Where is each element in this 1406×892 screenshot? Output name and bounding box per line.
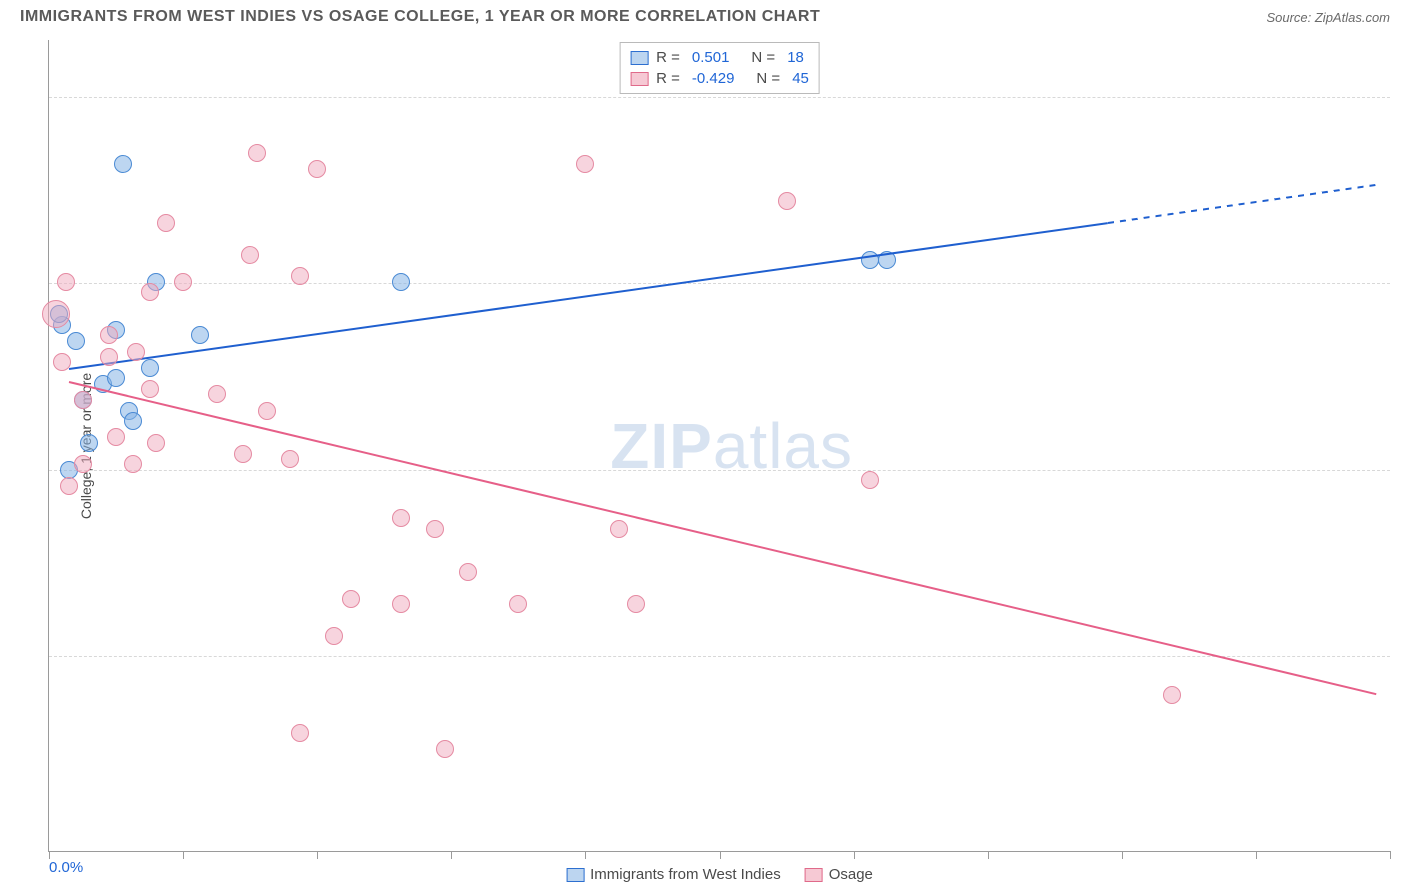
plot-area: 80.0%62.5%45.0%27.5%: [49, 40, 1390, 851]
legend-swatch: [805, 868, 823, 882]
x-axis-min-label: 0.0%: [49, 859, 83, 876]
data-point: [127, 343, 145, 361]
x-tick: [720, 851, 721, 859]
data-point: [147, 434, 165, 452]
trend-line: [69, 381, 1377, 695]
data-point: [576, 155, 594, 173]
r-value: 0.501: [692, 49, 730, 66]
data-point: [392, 273, 410, 291]
y-tick-label: 62.5%: [1400, 275, 1406, 292]
data-point: [124, 412, 142, 430]
x-tick: [1390, 851, 1391, 859]
legend-swatch: [630, 51, 648, 65]
y-tick-label: 80.0%: [1400, 88, 1406, 105]
data-point: [80, 434, 98, 452]
r-label: R =: [656, 70, 680, 87]
y-tick-label: 27.5%: [1400, 648, 1406, 665]
gridline: [49, 283, 1390, 284]
data-point: [100, 326, 118, 344]
gridline: [49, 656, 1390, 657]
data-point: [325, 627, 343, 645]
x-tick: [183, 851, 184, 859]
data-point: [67, 332, 85, 350]
data-point: [861, 471, 879, 489]
x-tick: [854, 851, 855, 859]
data-point: [141, 359, 159, 377]
gridline: [49, 470, 1390, 471]
n-label: N =: [751, 49, 775, 66]
data-point: [114, 155, 132, 173]
data-point: [141, 380, 159, 398]
data-point: [308, 160, 326, 178]
data-point: [1163, 686, 1181, 704]
data-point: [459, 563, 477, 581]
data-point: [74, 455, 92, 473]
data-point: [100, 348, 118, 366]
chart-container: ZIPatlas College, 1 year or more 80.0%62…: [48, 40, 1390, 852]
gridline: [49, 97, 1390, 98]
source-label: Source: ZipAtlas.com: [1266, 10, 1390, 25]
data-point: [57, 273, 75, 291]
data-point: [627, 595, 645, 613]
data-point: [174, 273, 192, 291]
n-value: 18: [787, 49, 804, 66]
x-tick: [988, 851, 989, 859]
data-point: [392, 509, 410, 527]
data-point: [60, 477, 78, 495]
legend-series-label: Immigrants from West Indies: [590, 866, 781, 883]
data-point: [248, 144, 266, 162]
r-label: R =: [656, 49, 680, 66]
legend-series-label: Osage: [829, 866, 873, 883]
legend-swatch: [566, 868, 584, 882]
data-point: [234, 445, 252, 463]
data-point: [191, 326, 209, 344]
chart-title: IMMIGRANTS FROM WEST INDIES VS OSAGE COL…: [20, 8, 820, 26]
data-point: [208, 385, 226, 403]
legend-series: Immigrants from West Indies Osage: [566, 866, 873, 883]
x-tick: [317, 851, 318, 859]
data-point: [610, 520, 628, 538]
data-point: [53, 353, 71, 371]
data-point: [42, 300, 70, 328]
data-point: [392, 595, 410, 613]
data-point: [509, 595, 527, 613]
data-point: [124, 455, 142, 473]
x-tick: [1122, 851, 1123, 859]
n-label: N =: [756, 70, 780, 87]
legend-series-item: Osage: [805, 866, 873, 883]
data-point: [291, 724, 309, 742]
data-point: [291, 267, 309, 285]
data-point: [241, 246, 259, 264]
trend-line: [69, 222, 1109, 370]
legend-stats-row: R = 0.501 N = 18: [630, 47, 809, 68]
data-point: [74, 391, 92, 409]
data-point: [258, 402, 276, 420]
data-point: [107, 369, 125, 387]
x-tick: [451, 851, 452, 859]
data-point: [281, 450, 299, 468]
data-point: [342, 590, 360, 608]
data-point: [778, 192, 796, 210]
r-value: -0.429: [692, 70, 735, 87]
legend-series-item: Immigrants from West Indies: [566, 866, 781, 883]
data-point: [157, 214, 175, 232]
n-value: 45: [792, 70, 809, 87]
data-point: [107, 428, 125, 446]
trend-line: [1108, 184, 1376, 224]
x-tick: [1256, 851, 1257, 859]
legend-stats-row: R = -0.429 N = 45: [630, 68, 809, 89]
legend-stats: R = 0.501 N = 18 R = -0.429 N = 45: [619, 42, 820, 94]
y-tick-label: 45.0%: [1400, 461, 1406, 478]
data-point: [426, 520, 444, 538]
legend-swatch: [630, 72, 648, 86]
data-point: [141, 283, 159, 301]
data-point: [436, 740, 454, 758]
x-tick: [49, 851, 50, 859]
x-tick: [585, 851, 586, 859]
